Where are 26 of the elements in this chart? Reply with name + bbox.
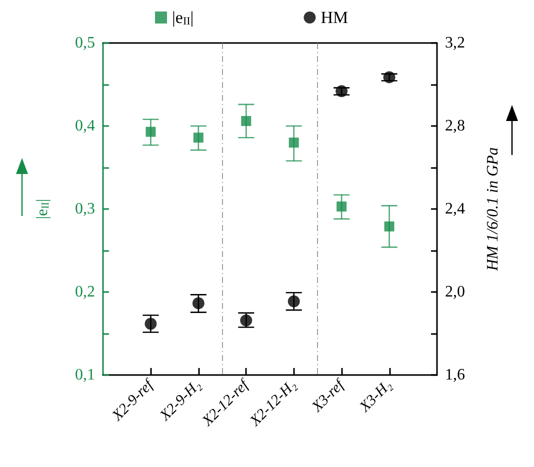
point <box>144 318 157 330</box>
point <box>240 314 252 326</box>
legend-label: HM <box>320 8 348 27</box>
y2-tick-label: 2,8 <box>445 118 465 134</box>
legend-label: |eII| <box>172 8 194 28</box>
y2-tick-label: 1,6 <box>445 366 465 384</box>
y-tick-label: 0,2 <box>75 284 95 300</box>
y2-tick-label: 3,2 <box>445 34 465 52</box>
y-tick-label: 0,1 <box>75 366 95 384</box>
point <box>336 85 348 98</box>
point <box>193 132 204 143</box>
point <box>336 202 347 212</box>
point <box>241 116 252 126</box>
point <box>146 126 156 137</box>
point <box>192 297 204 310</box>
y-axis-title: |eII| <box>34 198 52 220</box>
y2-tick-label: 2,4 <box>445 200 465 218</box>
y-tick-label: 0,4 <box>75 118 95 134</box>
point <box>383 71 396 84</box>
y2-tick-label: 2,0 <box>445 284 465 300</box>
y-tick-label: 0,3 <box>75 200 95 218</box>
y2-axis-title: HM 1/6/0.1 in GPa <box>484 147 502 272</box>
point <box>288 138 299 148</box>
y-tick-label: 0,5 <box>75 34 95 52</box>
point <box>384 221 394 232</box>
point <box>288 295 300 308</box>
